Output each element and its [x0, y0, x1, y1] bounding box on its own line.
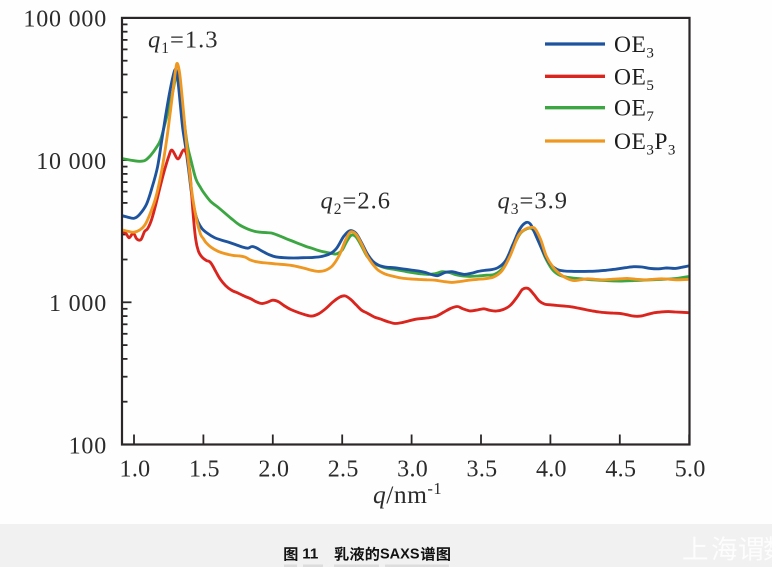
- svg-text:OE3: OE3: [614, 32, 654, 62]
- svg-text:1.5: 1.5: [189, 457, 220, 483]
- svg-text:11: 11: [302, 546, 319, 563]
- svg-text:2.5: 2.5: [328, 457, 359, 483]
- svg-text:q/nm-1: q/nm-1: [373, 479, 442, 509]
- svg-text:4.5: 4.5: [605, 457, 636, 483]
- svg-text:4.0: 4.0: [536, 457, 567, 483]
- svg-text:100: 100: [69, 433, 107, 459]
- svg-text:q2=2.6: q2=2.6: [321, 188, 391, 219]
- svg-text:OE5: OE5: [614, 64, 654, 94]
- svg-text:3.0: 3.0: [397, 457, 428, 483]
- svg-text:10 000: 10 000: [36, 149, 107, 175]
- svg-text:OE7: OE7: [614, 96, 654, 126]
- svg-text:1.0: 1.0: [120, 457, 151, 483]
- svg-text:SAXS: SAXS: [380, 547, 420, 563]
- svg-text:2.0: 2.0: [258, 457, 289, 483]
- svg-text:5.0: 5.0: [675, 457, 706, 483]
- svg-text:q3=3.9: q3=3.9: [498, 188, 568, 219]
- svg-text:OE3P3: OE3P3: [614, 129, 676, 159]
- svg-text:1 000: 1 000: [49, 291, 107, 317]
- svg-text:100 000: 100 000: [23, 7, 107, 33]
- svg-text:3.5: 3.5: [467, 457, 498, 483]
- svg-text:q1=1.3: q1=1.3: [148, 27, 218, 58]
